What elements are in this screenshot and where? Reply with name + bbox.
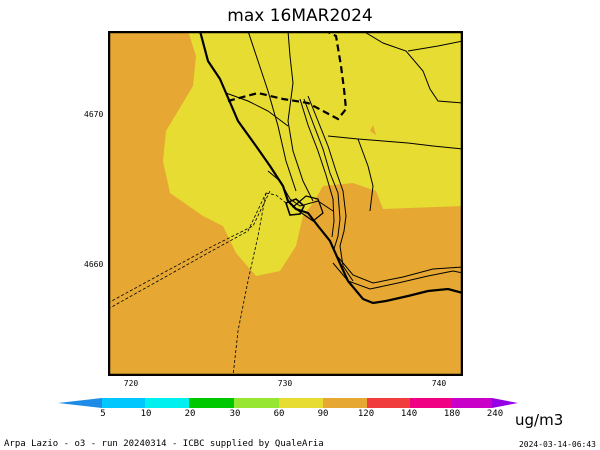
colorbar-label: 240: [486, 409, 504, 419]
x-tick-label: 720: [123, 379, 139, 388]
colorbar-label: 10: [140, 409, 152, 419]
ozone-zone-mid: [163, 31, 463, 276]
colorbar-label: 140: [400, 409, 418, 419]
colorbar-label: 180: [443, 409, 461, 419]
city-boundary: [292, 195, 324, 222]
railway-line: [108, 190, 271, 304]
colorbar-segment: [234, 398, 279, 408]
colorbar-segment: [189, 398, 234, 408]
boundary-line: [407, 40, 463, 52]
colorbar-segment: [323, 398, 367, 408]
footer-credit: Arpa Lazio - o3 - run 20240314 - ICBC su…: [4, 439, 324, 449]
railway-line: [232, 192, 267, 376]
city-boundary: [285, 198, 305, 216]
colorbar-high-arrow: [492, 398, 518, 408]
boundary-line: [225, 92, 289, 127]
coastline: [198, 31, 463, 305]
colorbar-label: 20: [184, 409, 196, 419]
river: [303, 98, 341, 250]
river: [299, 98, 335, 238]
colorbar-segment: [410, 398, 452, 408]
colorbar-label: 90: [317, 409, 329, 419]
x-tick-label: 730: [277, 379, 293, 388]
colorbar-segment: [279, 398, 323, 408]
y-tick-label: 4670: [84, 110, 104, 119]
y-tick-label: 4660: [84, 260, 104, 269]
colorbar: [58, 398, 518, 408]
boundary-line: [327, 135, 463, 150]
boundary-line: [287, 31, 314, 202]
colorbar-label: 120: [357, 409, 375, 419]
boundary-line: [267, 170, 334, 212]
boundary-line: [357, 138, 374, 212]
colorbar-label: 30: [229, 409, 241, 419]
boundary-line: [362, 31, 463, 104]
colorbar-label: 60: [273, 409, 285, 419]
boundary-line: [337, 256, 463, 284]
colorbar-label: 5: [100, 409, 106, 419]
colorbar-segment: [102, 398, 145, 408]
map-frame: [108, 31, 463, 376]
colorbar-segment: [367, 398, 410, 408]
ozone-zone-high-patch: [370, 125, 376, 135]
ozone-zone-high-patch: [364, 226, 378, 266]
colorbar-segment: [145, 398, 189, 408]
river: [307, 95, 354, 282]
boundary-line: [247, 31, 297, 192]
footer-timestamp: 2024-03-14-06:43: [518, 440, 596, 449]
colorbar-low-arrow: [58, 398, 102, 408]
boundary-line: [332, 262, 463, 290]
x-tick-label: 740: [431, 379, 447, 388]
colorbar-segment: [452, 398, 492, 408]
map-title: max 16MAR2024: [227, 6, 373, 26]
ozone-map: [108, 31, 463, 376]
regional-border: [227, 31, 348, 121]
railway-line: [265, 192, 287, 204]
units-label: ug/m3: [515, 411, 564, 429]
